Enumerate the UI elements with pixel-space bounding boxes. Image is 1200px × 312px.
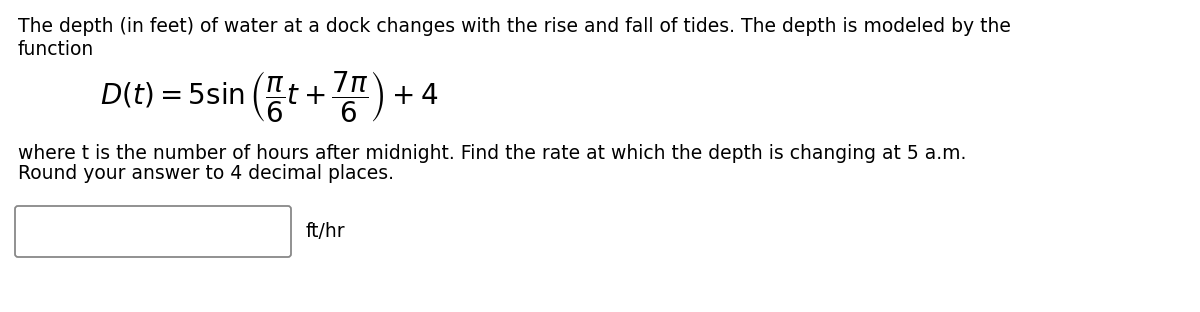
FancyBboxPatch shape	[14, 206, 292, 257]
Text: Round your answer to 4 decimal places.: Round your answer to 4 decimal places.	[18, 164, 394, 183]
Text: $D(t) = 5 \sin\left(\dfrac{\pi}{6}t + \dfrac{7\pi}{6}\right) + 4$: $D(t) = 5 \sin\left(\dfrac{\pi}{6}t + \d…	[100, 69, 438, 124]
Text: function: function	[18, 40, 95, 59]
Text: where t is the number of hours after midnight. Find the rate at which the depth : where t is the number of hours after mid…	[18, 144, 966, 163]
Text: The depth (in feet) of water at a dock changes with the rise and fall of tides. : The depth (in feet) of water at a dock c…	[18, 17, 1010, 36]
Text: ft/hr: ft/hr	[306, 222, 346, 241]
